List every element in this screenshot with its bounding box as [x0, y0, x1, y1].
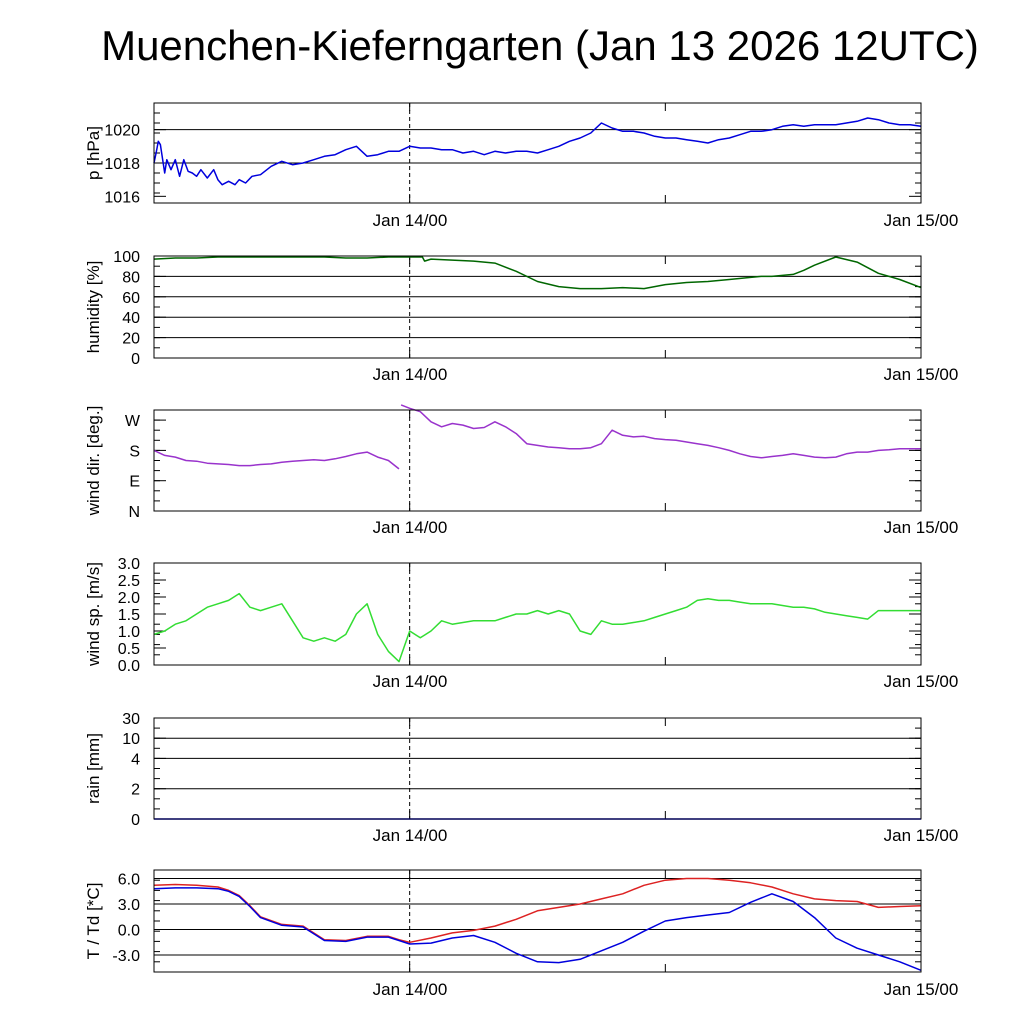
wind_speed-x-tick-label: Jan 15/00 — [884, 672, 959, 691]
temperature-tick-label: -3.0 — [112, 948, 140, 965]
pressure-y-label: p [hPa] — [84, 126, 103, 180]
wind_direction-series-dir_a — [153, 449, 400, 470]
temperature-tick-label: 3.0 — [118, 897, 140, 914]
humidity-series-rh — [153, 256, 922, 290]
wind_direction-frame — [153, 409, 922, 512]
wind_direction-tick-label: N — [128, 504, 140, 521]
rain-y-label: rain [mm] — [84, 733, 103, 804]
chart-title: Muenchen-Kieferngarten (Jan 13 2026 12UT… — [101, 22, 979, 69]
rain-tick-label: 0 — [131, 812, 140, 829]
rain-tick-label: 4 — [131, 751, 140, 768]
humidity-tick-label: 100 — [113, 249, 140, 266]
temperature-frame — [153, 869, 922, 973]
wind_speed-tick-label: 2.0 — [118, 590, 140, 607]
temperature-y-label: T / Td [*C] — [84, 883, 103, 960]
wind_speed-tick-label: 0.5 — [118, 641, 140, 658]
wind_direction-x-tick-label: Jan 14/00 — [373, 518, 448, 537]
wind_direction-tick-label: W — [125, 413, 141, 430]
humidity-tick-label: 60 — [122, 290, 140, 307]
wind_speed-frame — [153, 562, 922, 666]
wind_direction-tick-label: S — [129, 443, 140, 460]
wind_direction-series-dir_b — [400, 404, 921, 459]
wind_direction-x-tick-label: Jan 15/00 — [884, 518, 959, 537]
humidity-tick-label: 80 — [122, 269, 140, 286]
temperature-tick-label: 0.0 — [118, 923, 140, 940]
humidity-frame — [153, 255, 922, 359]
humidity-y-label: humidity [%] — [84, 261, 103, 354]
pressure-x-tick-label: Jan 14/00 — [373, 211, 448, 230]
wind_speed-x-tick-label: Jan 14/00 — [373, 672, 448, 691]
rain-tick-label: 10 — [122, 731, 140, 748]
temperature-x-tick-label: Jan 15/00 — [884, 980, 959, 999]
humidity-x-tick-label: Jan 15/00 — [884, 365, 959, 384]
pressure-tick-label: 1020 — [104, 123, 140, 140]
humidity-tick-label: 0 — [131, 351, 140, 368]
rain-x-tick-label: Jan 15/00 — [884, 826, 959, 845]
pressure-tick-label: 1016 — [104, 189, 140, 206]
humidity-x-tick-label: Jan 14/00 — [373, 365, 448, 384]
wind_speed-y-label: wind sp. [m/s] — [84, 562, 103, 667]
humidity-panel: 0 20 40 60 80 100 humidity [%] Jan 14/00 Jan 15/… — [84, 249, 958, 384]
wind_speed-tick-label: 3.0 — [118, 556, 140, 573]
wind_direction-y-label: wind dir. [deg.] — [84, 406, 103, 517]
wind_speed-series-ff — [153, 592, 921, 663]
wind_speed-tick-label: 1.0 — [118, 624, 140, 641]
wind_speed-tick-label: 1.5 — [118, 607, 140, 624]
wind_speed-tick-label: 0.0 — [118, 658, 140, 675]
temperature-series-Td — [153, 887, 922, 971]
rain-panel: 0 2 4 10 30 rain [mm] Jan 14/00 Jan 15/00 — [84, 711, 958, 845]
temperature-panel: -3.0 0.0 3.0 6.0 T / Td [*C] Jan 14/00 Jan 15/… — [84, 869, 959, 999]
rain-tick-label: 2 — [131, 782, 140, 799]
pressure-series-p — [153, 117, 922, 186]
humidity-tick-label: 40 — [122, 310, 140, 327]
pressure-x-tick-label: Jan 15/00 — [884, 211, 959, 230]
pressure-frame — [153, 102, 922, 204]
humidity-tick-label: 20 — [122, 331, 140, 348]
wind_direction-tick-label: E — [129, 474, 140, 491]
rain-frame — [153, 717, 922, 820]
rain-x-tick-label: Jan 14/00 — [373, 826, 448, 845]
temperature-x-tick-label: Jan 14/00 — [373, 980, 448, 999]
wind_speed-tick-label: 2.5 — [118, 573, 140, 590]
pressure-tick-label: 1018 — [104, 156, 140, 173]
wind_speed-panel: 0.00.51.01.52.02.53.0 wind sp. [m/s] Jan 1… — [84, 556, 958, 691]
rain-tick-label: 30 — [122, 711, 140, 728]
temperature-tick-label: 6.0 — [118, 872, 140, 889]
